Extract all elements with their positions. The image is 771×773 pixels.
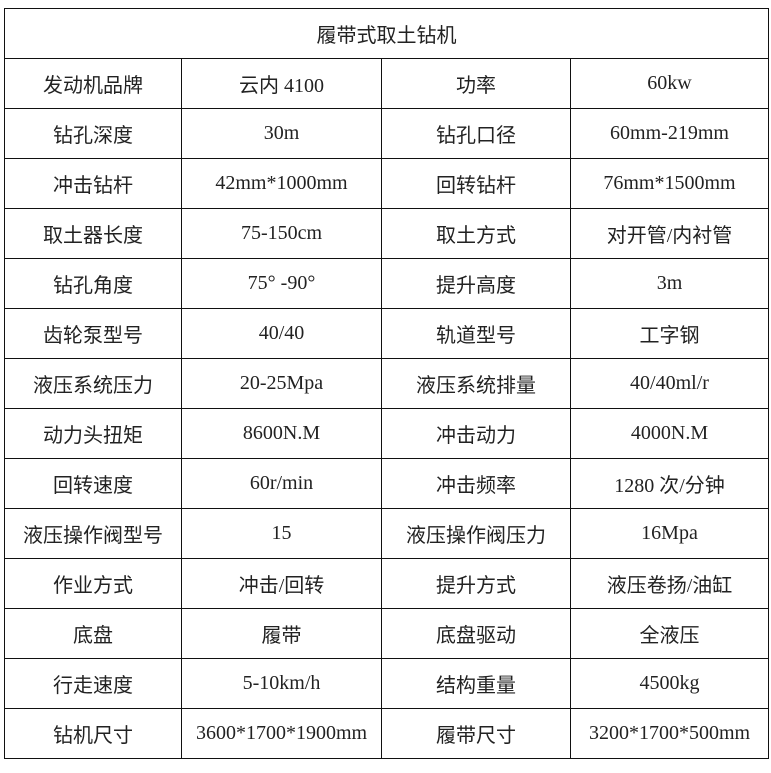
- table-title: 履带式取土钻机: [4, 8, 769, 59]
- table-row: 钻机尺寸 3600*1700*1900mm 履带尺寸 3200*1700*500mm: [4, 708, 769, 759]
- spec-value: 40/40: [181, 308, 382, 359]
- spec-value: 5-10km/h: [181, 658, 382, 709]
- spec-table: 履带式取土钻机 发动机品牌 云内 4100 功率 60kw 钻孔深度 30m 钻孔口径 60m…: [4, 8, 769, 759]
- spec-label: 结构重量: [381, 658, 571, 709]
- table-row: 钻孔深度 30m 钻孔口径 60mm-219mm: [4, 108, 769, 159]
- table-row: 作业方式 冲击/回转 提升方式 液压卷扬/油缸: [4, 558, 769, 609]
- spec-label: 取土器长度: [4, 208, 182, 259]
- table-row: 发动机品牌 云内 4100 功率 60kw: [4, 58, 769, 109]
- table-row: 取土器长度 75-150cm 取土方式 对开管/内衬管: [4, 208, 769, 259]
- spec-label: 液压系统压力: [4, 358, 182, 409]
- spec-value: 15: [181, 508, 382, 559]
- spec-value: 60mm-219mm: [570, 108, 769, 159]
- table-row: 液压系统压力 20-25Mpa 液压系统排量 40/40ml/r: [4, 358, 769, 409]
- spec-label: 齿轮泵型号: [4, 308, 182, 359]
- table-row: 底盘 履带 底盘驱动 全液压: [4, 608, 769, 659]
- spec-value: 1280 次/分钟: [570, 458, 769, 509]
- spec-value: 3600*1700*1900mm: [181, 708, 382, 759]
- table-row: 冲击钻杆 42mm*1000mm 回转钻杆 76mm*1500mm: [4, 158, 769, 209]
- spec-value: 液压卷扬/油缸: [570, 558, 769, 609]
- spec-label: 轨道型号: [381, 308, 571, 359]
- spec-label: 取土方式: [381, 208, 571, 259]
- spec-label: 冲击钻杆: [4, 158, 182, 209]
- spec-value: 履带: [181, 608, 382, 659]
- spec-label: 作业方式: [4, 558, 182, 609]
- spec-value: 全液压: [570, 608, 769, 659]
- spec-label: 行走速度: [4, 658, 182, 709]
- spec-value: 3200*1700*500mm: [570, 708, 769, 759]
- spec-value: 42mm*1000mm: [181, 158, 382, 209]
- table-row: 行走速度 5-10km/h 结构重量 4500kg: [4, 658, 769, 709]
- table-row: 回转速度 60r/min 冲击频率 1280 次/分钟: [4, 458, 769, 509]
- spec-value: 75° -90°: [181, 258, 382, 309]
- spec-value: 冲击/回转: [181, 558, 382, 609]
- spec-label: 液压系统排量: [381, 358, 571, 409]
- table-row: 钻孔角度 75° -90° 提升高度 3m: [4, 258, 769, 309]
- spec-value: 76mm*1500mm: [570, 158, 769, 209]
- spec-value: 3m: [570, 258, 769, 309]
- spec-value: 16Mpa: [570, 508, 769, 559]
- table-row: 液压操作阀型号 15 液压操作阀压力 16Mpa: [4, 508, 769, 559]
- spec-label: 回转速度: [4, 458, 182, 509]
- spec-value: 30m: [181, 108, 382, 159]
- spec-label: 提升方式: [381, 558, 571, 609]
- spec-value: 75-150cm: [181, 208, 382, 259]
- spec-value: 8600N.M: [181, 408, 382, 459]
- spec-label: 钻孔角度: [4, 258, 182, 309]
- table-row: 齿轮泵型号 40/40 轨道型号 工字钢: [4, 308, 769, 359]
- spec-label: 功率: [381, 58, 571, 109]
- spec-value: 60kw: [570, 58, 769, 109]
- spec-label: 液压操作阀型号: [4, 508, 182, 559]
- spec-value: 4500kg: [570, 658, 769, 709]
- spec-label: 回转钻杆: [381, 158, 571, 209]
- spec-label: 钻孔口径: [381, 108, 571, 159]
- spec-label: 提升高度: [381, 258, 571, 309]
- spec-value: 工字钢: [570, 308, 769, 359]
- spec-label: 钻机尺寸: [4, 708, 182, 759]
- table-row: 动力头扭矩 8600N.M 冲击动力 4000N.M: [4, 408, 769, 459]
- spec-value: 60r/min: [181, 458, 382, 509]
- spec-label: 冲击频率: [381, 458, 571, 509]
- spec-value: 40/40ml/r: [570, 358, 769, 409]
- spec-value: 20-25Mpa: [181, 358, 382, 409]
- spec-label: 冲击动力: [381, 408, 571, 459]
- spec-label: 底盘驱动: [381, 608, 571, 659]
- spec-label: 底盘: [4, 608, 182, 659]
- spec-label: 动力头扭矩: [4, 408, 182, 459]
- spec-label: 履带尺寸: [381, 708, 571, 759]
- spec-label: 钻孔深度: [4, 108, 182, 159]
- title-row: 履带式取土钻机: [4, 8, 769, 59]
- spec-label: 发动机品牌: [4, 58, 182, 109]
- spec-value: 4000N.M: [570, 408, 769, 459]
- spec-value: 云内 4100: [181, 58, 382, 109]
- spec-value: 对开管/内衬管: [570, 208, 769, 259]
- spec-label: 液压操作阀压力: [381, 508, 571, 559]
